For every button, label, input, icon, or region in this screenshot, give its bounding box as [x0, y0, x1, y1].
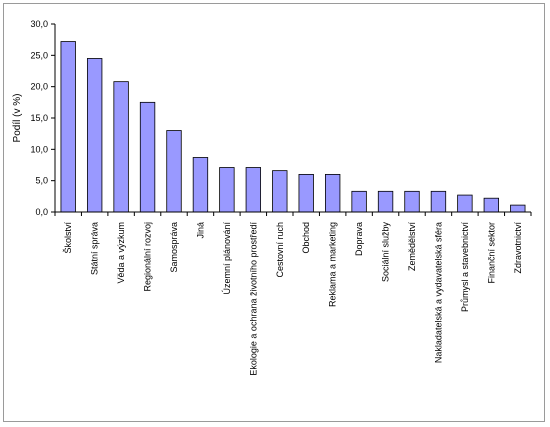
x-category-label: Zdravotnictví [513, 222, 523, 274]
x-category-label: Obchod [301, 222, 311, 254]
bar [139, 101, 156, 213]
x-category-label: Regionální rozvoj [143, 222, 153, 292]
bar [272, 170, 288, 213]
x-category-label: Zemědělství [407, 222, 417, 272]
bar [219, 167, 235, 213]
x-category-label: Finanční sektor [486, 222, 496, 284]
x-category-label: Nakladatelská a vydavatelská sféra [433, 222, 443, 363]
bar [404, 190, 420, 213]
x-axis-labels: Školství Státní správa Věda a výzkum Region… [54, 212, 532, 376]
bar [298, 173, 314, 213]
bars [60, 41, 526, 213]
x-category-label: Doprava [354, 222, 364, 256]
x-category-label: Reklama a marketing [328, 222, 338, 307]
bar [483, 197, 500, 213]
bar [86, 58, 103, 213]
bar [510, 204, 526, 213]
bar [166, 130, 182, 213]
x-category-label: Ekologie a ochrana životního prostředí [248, 222, 258, 376]
y-tick-label: 20,0 [30, 82, 48, 92]
x-category-label: Samospráva [169, 222, 179, 273]
bar [351, 190, 367, 213]
y-axis-title: Podíl (v %) [12, 94, 23, 143]
y-tick-label: 10,0 [30, 144, 48, 154]
y-tick-label: 15,0 [30, 113, 48, 123]
x-category-label: Školství [63, 222, 73, 254]
bar [245, 167, 262, 213]
y-tick-label: 25,0 [30, 50, 48, 60]
bar [377, 190, 394, 213]
bar [60, 41, 76, 213]
bar [113, 81, 129, 213]
y-axis-ticks: 0,0 5,0 10,0 15,0 20,0 25,0 30,0 [30, 19, 55, 217]
bar [324, 173, 341, 213]
y-tick-label: 5,0 [35, 176, 48, 186]
y-tick-label: 30,0 [30, 19, 48, 29]
x-category-label: Cestovní ruch [275, 222, 285, 278]
x-category-label: Jiná [195, 222, 205, 239]
x-category-label: Státní správa [90, 222, 100, 275]
bar [192, 157, 209, 213]
x-category-label: Územní plánování [222, 222, 232, 295]
bar [430, 190, 447, 213]
y-tick-label: 0,0 [35, 207, 48, 217]
x-category-label: Sociální služby [381, 222, 391, 283]
bar [457, 194, 473, 213]
x-category-label: Věda a výzkum [116, 222, 126, 284]
x-category-label: Průmysl a stavebnictví [460, 222, 470, 313]
